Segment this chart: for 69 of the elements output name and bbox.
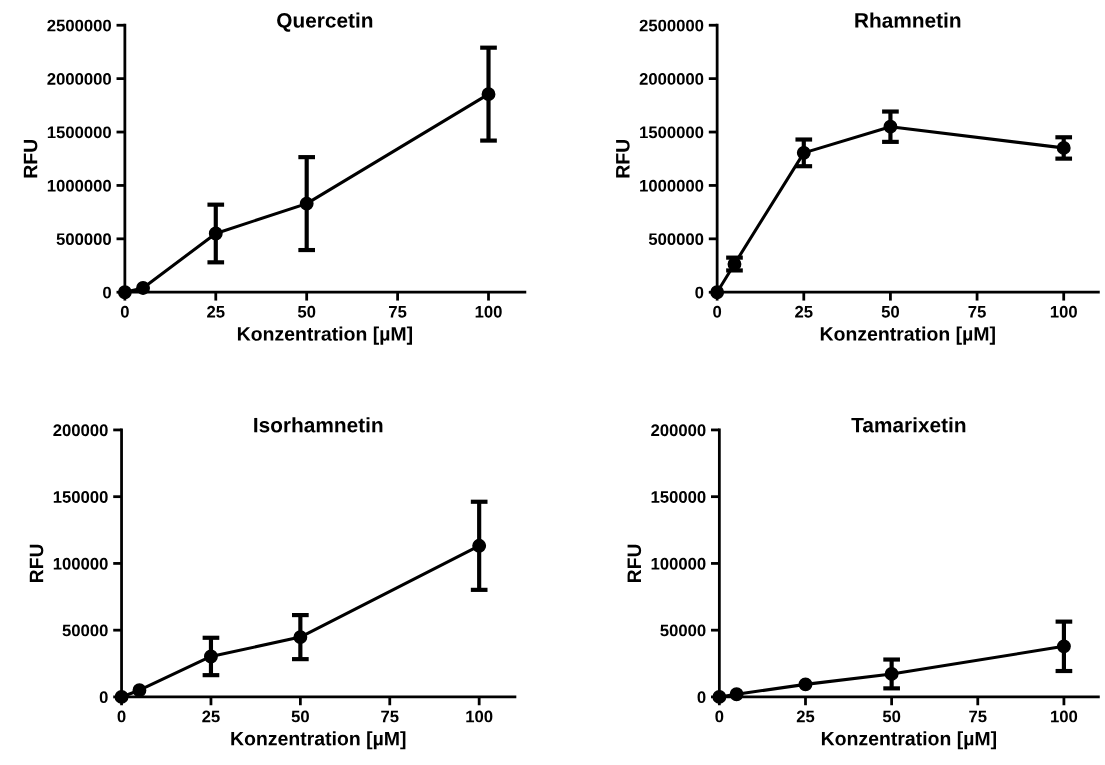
point xyxy=(132,683,147,698)
point xyxy=(204,649,218,664)
x-axis-title: Konzentration [µM] xyxy=(231,731,406,750)
chart-title: Tamarixetin xyxy=(851,417,966,433)
x-tick-label: 75 xyxy=(969,710,987,723)
x-tick-label: 75 xyxy=(381,710,399,723)
x-tick-label: 0 xyxy=(117,710,126,723)
x-tick-label: 100 xyxy=(1050,305,1077,318)
y-tick-label: 1500000 xyxy=(640,126,704,139)
x-tick-label: 25 xyxy=(795,305,813,318)
x-tick-label: 100 xyxy=(475,305,502,318)
y-tick-label: 0 xyxy=(695,286,704,299)
x-tick-label: 0 xyxy=(120,305,129,318)
x-axis-title: Konzentration [µM] xyxy=(237,326,413,345)
y-tick-label: 0 xyxy=(99,691,108,704)
x-axis-title: Konzentration [µM] xyxy=(821,731,996,750)
point xyxy=(472,538,487,553)
x-tick-label: 50 xyxy=(291,710,309,723)
point xyxy=(884,667,899,681)
x-tick-label: 25 xyxy=(796,710,815,723)
x-tick-label: 25 xyxy=(202,710,220,723)
point xyxy=(299,196,314,211)
y-tick-label: 1000000 xyxy=(640,179,704,192)
point xyxy=(208,226,223,241)
x-tick-label: 100 xyxy=(1051,710,1078,723)
y-tick-label: 2000000 xyxy=(639,73,704,85)
y-axis-title: RFU xyxy=(627,544,642,583)
y-axis-title: RFU xyxy=(616,139,630,178)
y-tick-label: 1500000 xyxy=(47,126,111,139)
x-tick-label: 50 xyxy=(881,305,900,318)
point xyxy=(796,145,811,160)
y-axis-title: RFU xyxy=(29,544,44,583)
x-tick-label: 100 xyxy=(466,710,493,723)
y-tick-label: 200000 xyxy=(651,424,706,437)
y-tick-label: 100000 xyxy=(651,557,706,570)
y-tick-label: 150000 xyxy=(53,491,108,503)
x-tick-label: 75 xyxy=(389,306,407,318)
chart-title: Isorhamnetin xyxy=(254,417,383,433)
y-tick-label: 2000000 xyxy=(47,73,111,85)
y-tick-label: 0 xyxy=(103,286,111,299)
y-tick-label: 500000 xyxy=(648,233,704,246)
x-tick-label: 0 xyxy=(713,305,722,318)
x-tick-label: 75 xyxy=(968,306,986,318)
y-tick-label: 2500000 xyxy=(47,19,111,32)
chart-title: Quercetin xyxy=(277,12,373,32)
point xyxy=(481,87,496,102)
point xyxy=(729,687,744,702)
y-tick-label: 0 xyxy=(697,691,706,704)
x-tick-label: 50 xyxy=(882,710,901,723)
y-tick-label: 100000 xyxy=(53,557,108,570)
x-axis-title: Konzentration [µM] xyxy=(820,326,995,345)
point xyxy=(883,119,898,134)
y-axis-title: RFU xyxy=(23,139,38,178)
point xyxy=(1056,141,1071,155)
x-tick-label: 0 xyxy=(715,710,724,723)
y-tick-label: 50000 xyxy=(62,624,108,637)
x-tick-label: 50 xyxy=(297,305,316,318)
y-tick-label: 1000000 xyxy=(47,179,111,192)
point xyxy=(136,281,150,295)
chart-title: Rhamnetin xyxy=(855,12,961,28)
point xyxy=(1056,639,1071,654)
y-tick-label: 2500000 xyxy=(639,19,704,32)
y-tick-label: 500000 xyxy=(56,233,111,246)
point xyxy=(293,630,308,645)
y-tick-label: 200000 xyxy=(53,424,108,437)
y-tick-label: 50000 xyxy=(660,624,706,637)
y-tick-label: 150000 xyxy=(651,491,706,503)
point xyxy=(798,677,813,692)
x-tick-label: 25 xyxy=(207,305,225,318)
